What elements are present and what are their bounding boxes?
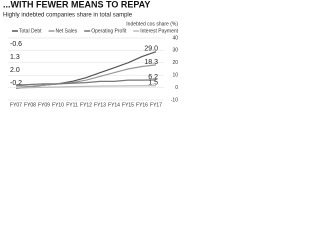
x-tick-label: FY12 xyxy=(80,102,92,108)
x-tick-label: FY16 xyxy=(136,102,148,108)
x-tick-label: FY10 xyxy=(52,102,64,108)
legend-label: Net Sales xyxy=(56,28,78,34)
series-line xyxy=(15,79,157,86)
value-label: 1.3 xyxy=(10,54,20,61)
y-tick-label: 20 xyxy=(172,60,178,66)
chart: ...WITH FEWER MEANS TO REPAY Highly inde… xyxy=(3,0,179,108)
x-tick-label: FY15 xyxy=(122,102,134,108)
x-tick-label: FY11 xyxy=(66,102,78,108)
y-tick-label: -10 xyxy=(171,97,178,103)
value-label: -0.6 xyxy=(10,41,22,48)
value-label: 2.0 xyxy=(10,67,20,74)
chart-subtitle: Highly indebted companies share in total… xyxy=(3,13,133,19)
value-label: -0.2 xyxy=(10,80,22,87)
chart-title: ...WITH FEWER MEANS TO REPAY xyxy=(3,0,150,9)
value-label: 1.5 xyxy=(148,80,158,87)
x-tick-label: FY17 xyxy=(150,102,162,108)
legend-label: Operating Profit xyxy=(91,28,127,34)
y-tick-label: 0 xyxy=(175,85,178,91)
series-line xyxy=(15,85,156,89)
page: ...WITH FEWER MEANS TO REPAY Highly inde… xyxy=(0,0,320,116)
x-tick-label: FY13 xyxy=(94,102,106,108)
series-line xyxy=(15,64,157,87)
value-label: 18.3 xyxy=(144,59,158,66)
x-tick-label: FY09 xyxy=(38,102,50,108)
y-tick-label: 40 xyxy=(172,35,178,41)
legend-label: Interest Payment xyxy=(140,28,178,34)
y-tick-label: 10 xyxy=(172,73,178,79)
y-tick-label: 30 xyxy=(172,48,178,54)
value-label: 29.0 xyxy=(144,45,158,52)
y-axis-label: Indebted cos share (%) xyxy=(126,21,178,27)
x-tick-label: FY08 xyxy=(24,102,36,108)
legend-label: Total Debt xyxy=(19,28,42,34)
x-tick-label: FY14 xyxy=(108,102,120,108)
x-tick-label: FY07 xyxy=(10,102,22,108)
value-label: 6.2 xyxy=(148,74,158,81)
